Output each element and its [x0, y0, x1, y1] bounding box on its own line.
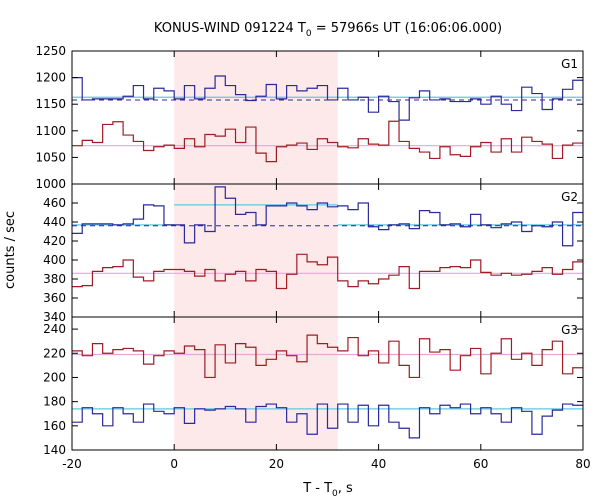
y-tick-label: 360	[43, 291, 66, 305]
panel-frame	[71, 316, 584, 451]
y-tick-label: 1200	[35, 71, 66, 85]
chart-title: KONUS-WIND 091224 T0 = 57966s UT (16:06:…	[154, 21, 502, 39]
series-line-lower	[72, 253, 583, 290]
chart-title-main: KONUS-WIND 091224 T	[154, 21, 306, 36]
x-tick-label: 60	[473, 457, 488, 471]
series-line-upper	[72, 403, 583, 439]
y-tick-label: 140	[43, 443, 66, 457]
panel-label: G3	[561, 323, 578, 337]
y-tick-label: 1250	[35, 44, 66, 58]
y-tick-label: 1000	[35, 177, 66, 191]
chart-title-subscript: 0	[306, 29, 312, 39]
y-tick-label: 1150	[35, 97, 66, 111]
y-tick-label: 460	[43, 196, 66, 210]
x-tick-label: 80	[575, 457, 590, 471]
x-axis-label-rest: , s	[338, 481, 353, 496]
series-line-lower	[72, 334, 583, 379]
y-tick-label: 380	[43, 272, 66, 286]
y-tick-label: 340	[43, 310, 66, 324]
shaded-interval	[174, 51, 338, 184]
y-tick-label: 220	[43, 346, 66, 360]
series-line-lower	[72, 120, 583, 163]
series-line-upper	[72, 75, 583, 121]
shaded-interval	[174, 184, 338, 317]
x-axis-label-main: T - T	[302, 481, 332, 496]
panel-g3: 140 160 180 200 220 240 -20 0 20 40 60 80 G3	[43, 316, 591, 471]
y-tick-label: 1100	[35, 124, 66, 138]
x-tick-label: 20	[269, 457, 284, 471]
y-tick-label: 440	[43, 215, 66, 229]
x-tick-label: 0	[170, 457, 178, 471]
x-tick-label: 40	[371, 457, 386, 471]
panel-label: G1	[561, 57, 578, 71]
panel-g1: 1000 1050 1100 1150 1200 1250 G1	[35, 44, 584, 191]
shaded-interval	[174, 317, 338, 450]
panel-label: G2	[561, 190, 578, 204]
x-tick-label: -20	[62, 457, 82, 471]
y-tick-label: 240	[43, 322, 66, 336]
y-tick-label: 200	[43, 370, 66, 384]
y-tick-label: 160	[43, 419, 66, 433]
y-axis-label: counts / sec	[3, 211, 18, 289]
chart-title-rest: = 57966s UT (16:06:06.000)	[312, 21, 502, 36]
y-tick-label: 180	[43, 395, 66, 409]
x-axis-label: T - T0, s	[302, 481, 353, 499]
y-tick-label: 420	[43, 234, 66, 248]
panel-g2: 340 360 380 400 420 440 460 G2	[43, 183, 584, 324]
panels-group: 100010501100115012001250G134036038040042…	[35, 44, 590, 471]
y-tick-label: 400	[43, 253, 66, 267]
series-line-upper	[72, 186, 583, 247]
y-tick-label: 1050	[35, 150, 66, 164]
x-axis-label-subscript: 0	[332, 489, 338, 499]
